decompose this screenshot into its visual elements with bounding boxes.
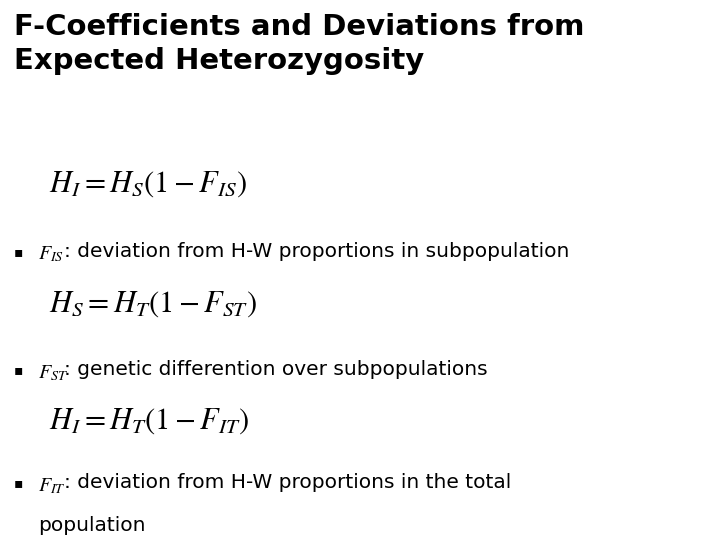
Text: $F_{IS}$: $F_{IS}$	[38, 245, 65, 264]
Text: $F_{IT}$: $F_{IT}$	[38, 476, 66, 496]
Text: $H_S = H_T(1 - F_{ST})$: $H_S = H_T(1 - F_{ST})$	[49, 289, 256, 319]
Text: ▪: ▪	[14, 245, 23, 259]
Text: : genetic differention over subpopulations: : genetic differention over subpopulatio…	[64, 360, 487, 379]
Text: ▪: ▪	[14, 363, 23, 377]
Text: $H_I = H_T(1 - F_{IT})$: $H_I = H_T(1 - F_{IT})$	[49, 406, 249, 436]
Text: ▪: ▪	[14, 476, 23, 490]
Text: : deviation from H-W proportions in subpopulation: : deviation from H-W proportions in subp…	[64, 242, 570, 261]
Text: $F_{ST}$: $F_{ST}$	[38, 363, 68, 383]
Text: $H_I = H_S(1 - F_{IS})$: $H_I = H_S(1 - F_{IS})$	[49, 170, 247, 199]
Text: : deviation from H-W proportions in the total: : deviation from H-W proportions in the …	[64, 473, 511, 492]
Text: population: population	[38, 516, 146, 535]
Text: F-Coefficients and Deviations from
Expected Heterozygosity: F-Coefficients and Deviations from Expec…	[14, 14, 585, 75]
